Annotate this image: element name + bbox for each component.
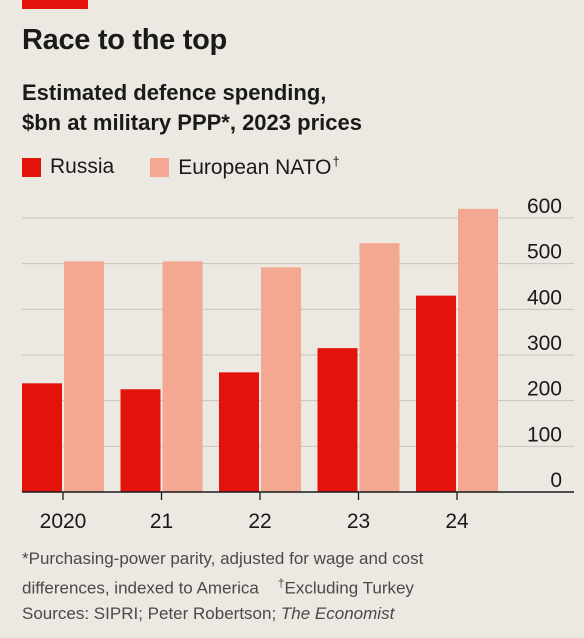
footnote-dagger: † (277, 576, 285, 590)
bar-russia-24 (416, 295, 456, 492)
bar-nato-24 (458, 208, 498, 492)
bar-russia-23 (317, 348, 358, 492)
bar-nato-22 (261, 267, 301, 492)
bar-chart: 0 100 200 300 400 500 600 2020 21 22 23 24 (22, 195, 574, 533)
legend-item-russia: Russia (22, 155, 114, 179)
bar-russia-22 (219, 372, 259, 492)
x-tick-label-21: 21 (150, 510, 173, 533)
chart-title: Race to the top (22, 24, 227, 56)
footnote-sources: Sources: SIPRI; Peter Robertson; The Eco… (22, 601, 572, 626)
chart-legend: Russia European NATO† (22, 154, 376, 180)
bar-russia-21 (120, 389, 161, 492)
legend-item-nato: European NATO† (150, 154, 340, 180)
legend-swatch-russia (22, 157, 41, 177)
y-tick-label-300: 300 (527, 332, 562, 355)
chart-subtitle: Estimated defence spending, $bn at milit… (22, 78, 542, 138)
y-tick-label-0: 0 (550, 469, 562, 492)
x-tick-label-24: 24 (445, 510, 469, 533)
x-tick-label-23: 23 (347, 510, 370, 533)
legend-label-russia: Russia (50, 155, 115, 178)
y-tick-label-400: 400 (527, 286, 562, 309)
bar-russia-2020 (22, 383, 62, 492)
footnote: *Purchasing-power parity, adjusted for w… (22, 546, 572, 626)
y-tick-label-600: 600 (527, 195, 562, 218)
y-tick-label-200: 200 (527, 378, 562, 401)
subtitle-line-1: Estimated defence spending, (22, 80, 327, 105)
y-tick-label-100: 100 (527, 423, 562, 446)
footnote-sources-italic: The Economist (280, 603, 395, 623)
footnote-sources-text: Sources: SIPRI; Peter Robertson; (22, 603, 281, 623)
legend-swatch-nato (150, 157, 170, 177)
bar-nato-21 (162, 261, 203, 492)
x-tick-label-2020: 2020 (40, 510, 87, 533)
legend-label-nato: European NATO† (178, 154, 340, 180)
bar-nato-2020 (64, 261, 104, 492)
footnote-excluding: Excluding Turkey (284, 578, 414, 598)
subtitle-line-2: $bn at military PPP*, 2023 prices (22, 110, 362, 135)
brand-red-tag (22, 0, 88, 9)
footnote-ppp: *Purchasing-power parity, adjusted for w… (22, 549, 424, 568)
bar-nato-23 (359, 243, 400, 492)
footnote-indexed: differences, indexed to America (22, 578, 259, 598)
legend-label-nato-text: European NATO (178, 156, 332, 179)
y-tick-label-500: 500 (527, 241, 562, 264)
x-tick-label-22: 22 (248, 510, 271, 533)
legend-dagger-mark: † (332, 154, 340, 169)
footnote-line-2: differences, indexed to America †Excludi… (22, 571, 572, 601)
